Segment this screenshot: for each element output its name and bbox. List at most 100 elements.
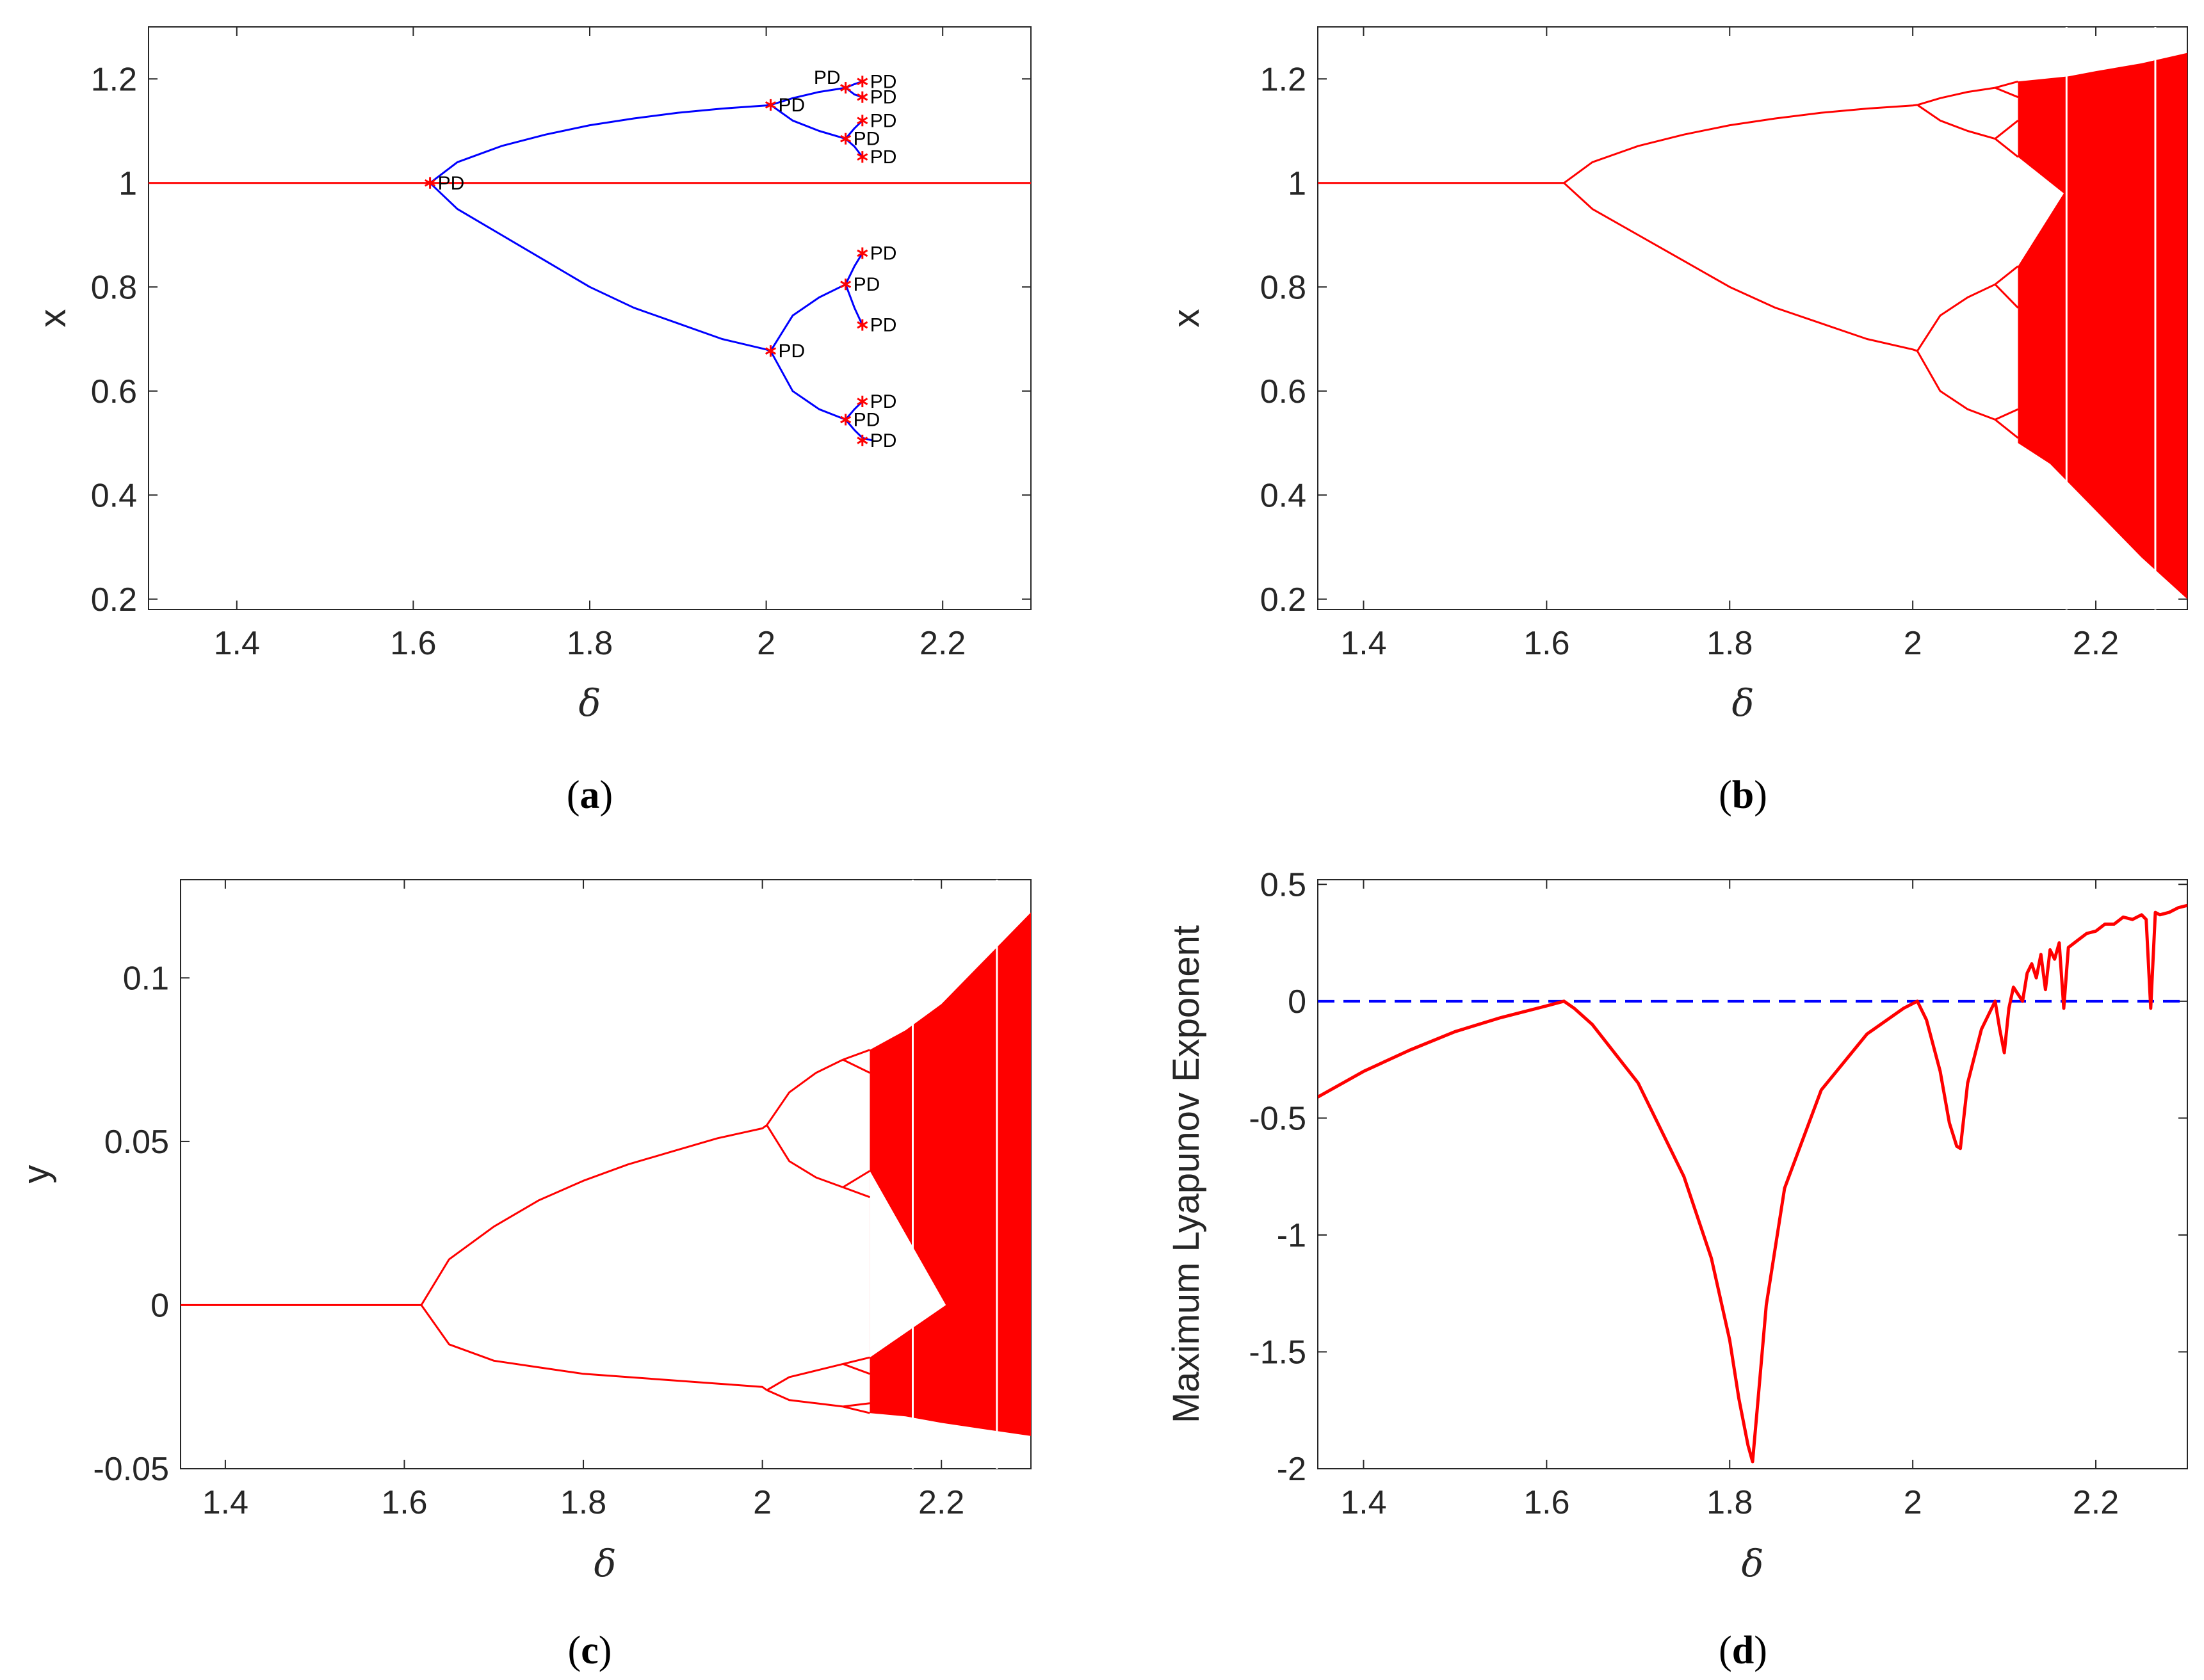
y-tick-label: 0.6 xyxy=(91,373,137,410)
y-tick-label: 0.4 xyxy=(1260,477,1306,514)
series-period-4-a xyxy=(770,86,846,106)
pd-label: PD xyxy=(870,315,897,336)
x-tick-label: 2 xyxy=(753,1484,772,1521)
y-tick-label: 1 xyxy=(1288,165,1306,202)
pd-marker xyxy=(857,91,868,103)
pd-marker xyxy=(840,133,852,145)
pd-label: PD xyxy=(438,173,465,194)
series-period-4-d xyxy=(770,350,847,421)
x-tick-label: 2.2 xyxy=(2073,1484,2119,1521)
x-tick-label: 1.6 xyxy=(390,625,436,662)
x-tick-label: 1.8 xyxy=(560,1484,606,1521)
pd-marker xyxy=(857,247,868,259)
series-period-8-h xyxy=(843,1405,870,1414)
panel-d: 1.4 1.6 1.8 2 2.2 -2 -1.5 -1 -0.5 0 0.5 Maximum Ly… xyxy=(1165,866,2188,1672)
panel-d-xlabel: δ xyxy=(1742,1542,1764,1585)
pd-label: PD xyxy=(854,409,880,430)
x-tick-label: 1.8 xyxy=(1706,625,1753,662)
chaotic-notch xyxy=(870,1170,946,1358)
series-period-4-b xyxy=(770,104,847,140)
y-tick-label: 0.8 xyxy=(1260,269,1306,306)
panel-c-curves xyxy=(181,880,1031,1469)
series-period-4-c xyxy=(770,283,847,351)
panel-b-ylabel: x xyxy=(1165,309,1207,328)
panel-c-caption-letter: c xyxy=(581,1629,599,1672)
panel-b-plot-area xyxy=(1318,27,2187,610)
pd-marker xyxy=(840,279,852,291)
y-tick-label: -1.5 xyxy=(1249,1334,1306,1371)
series-period-8-e xyxy=(845,252,864,285)
pd-marker xyxy=(857,319,868,331)
series-period-8-f xyxy=(842,1362,870,1375)
series-period-2-lower xyxy=(429,182,771,352)
series-period-4-c xyxy=(1916,283,1996,352)
pd-label: PD xyxy=(870,430,897,451)
series-period-8-a xyxy=(842,1049,870,1061)
series-period-2-upper xyxy=(429,104,771,184)
panel-a-caption: (a) xyxy=(567,773,613,817)
panel-b-xlabel: δ xyxy=(1732,681,1754,725)
panel-c-xlabel: δ xyxy=(594,1542,617,1585)
series-period-4-d xyxy=(766,1389,843,1408)
y-tick-label: 0.6 xyxy=(1260,373,1306,410)
y-tick-label: 0.05 xyxy=(104,1124,169,1161)
pd-label: PD xyxy=(870,391,897,412)
x-tick-label: 2 xyxy=(757,625,775,662)
panel-b-curves xyxy=(1318,27,2187,610)
panel-a-caption-letter: a xyxy=(580,773,600,817)
panel-c-caption: (c) xyxy=(568,1629,612,1672)
panel-d-plot-area xyxy=(1318,903,2187,1464)
series-period-8-a xyxy=(1995,80,2018,89)
panel-a: 1.4 1.6 1.8 2 2.20.20.40.60.811.2 PDPDPDPDPD… xyxy=(32,26,1032,817)
panel-a-ylabel: x xyxy=(32,309,74,328)
pd-label: PD xyxy=(870,110,897,131)
pd-label: PD xyxy=(854,274,880,295)
x-tick-label: 1.4 xyxy=(202,1484,248,1521)
x-tick-label: 1.8 xyxy=(1706,1484,1753,1521)
pd-marker xyxy=(857,434,868,446)
y-tick-label: 1.2 xyxy=(91,61,137,98)
panel-d-ticks: 1.4 1.6 1.8 2 2.2 -2 -1.5 -1 -0.5 0 0.5 xyxy=(1249,866,2187,1521)
panel-b-ticks: 1.4 1.6 1.8 2 2.2 0.2 0.4 0.6 0.8 1 1.2 xyxy=(1260,27,2187,662)
series-period-8-d xyxy=(1994,138,2019,158)
pd-label: PD xyxy=(870,243,897,264)
y-tick-label: 1.2 xyxy=(1260,61,1306,98)
panel-a-frame xyxy=(148,26,1032,610)
series-period-8-c xyxy=(842,1170,871,1188)
x-tick-label: 2 xyxy=(1904,1484,1922,1521)
pd-marker xyxy=(857,76,868,88)
pd-label: PD xyxy=(778,341,805,362)
pd-label: PD xyxy=(870,71,897,92)
y-tick-label: -0.05 xyxy=(93,1451,169,1488)
panel-a-ticks: 1.4 1.6 1.8 2 2.2 0.2 0.4 0.6 0.8 1 1.2 xyxy=(91,27,1031,662)
panel-c-ticks: 1.4 1.6 1.8 2 2.2 -0.05 0 0.05 0.1 xyxy=(93,880,1031,1521)
y-tick-label: 0.5 xyxy=(1260,866,1306,903)
series-period-8-f xyxy=(845,284,864,326)
x-tick-label: 1.8 xyxy=(567,625,613,662)
series-period-8-b xyxy=(842,1058,871,1074)
pd-marker xyxy=(840,414,852,426)
series-period-4-b xyxy=(766,1124,843,1188)
series-period-8-h xyxy=(1994,419,2019,439)
pd-label: PD xyxy=(870,87,897,108)
pd-marker xyxy=(765,99,777,111)
panel-c: 1.4 1.6 1.8 2 2.2 -0.05 0 0.05 0.1 y δ (c) xyxy=(15,879,1032,1672)
series-period-8-g xyxy=(1995,408,2019,421)
x-tick-label: 2.2 xyxy=(2073,625,2119,662)
y-tick-label: 0.1 xyxy=(123,960,169,997)
pd-label: PD xyxy=(778,95,805,116)
pd-marker xyxy=(765,345,777,357)
x-tick-label: 1.4 xyxy=(1340,1484,1386,1521)
x-tick-label: 1.6 xyxy=(381,1484,427,1521)
series-period-8-f xyxy=(1994,284,2019,309)
series-period-8-e xyxy=(1994,265,2019,286)
panel-b-caption: (b) xyxy=(1719,773,1767,817)
series-maximum-Lyapunov-exponent xyxy=(1318,903,2187,1464)
pd-marker xyxy=(857,115,868,127)
series-period-2-upper xyxy=(1563,104,1918,184)
series-period-8-g xyxy=(843,1402,870,1408)
pd-label: PD xyxy=(854,129,880,150)
y-tick-label: 0.8 xyxy=(91,269,137,306)
